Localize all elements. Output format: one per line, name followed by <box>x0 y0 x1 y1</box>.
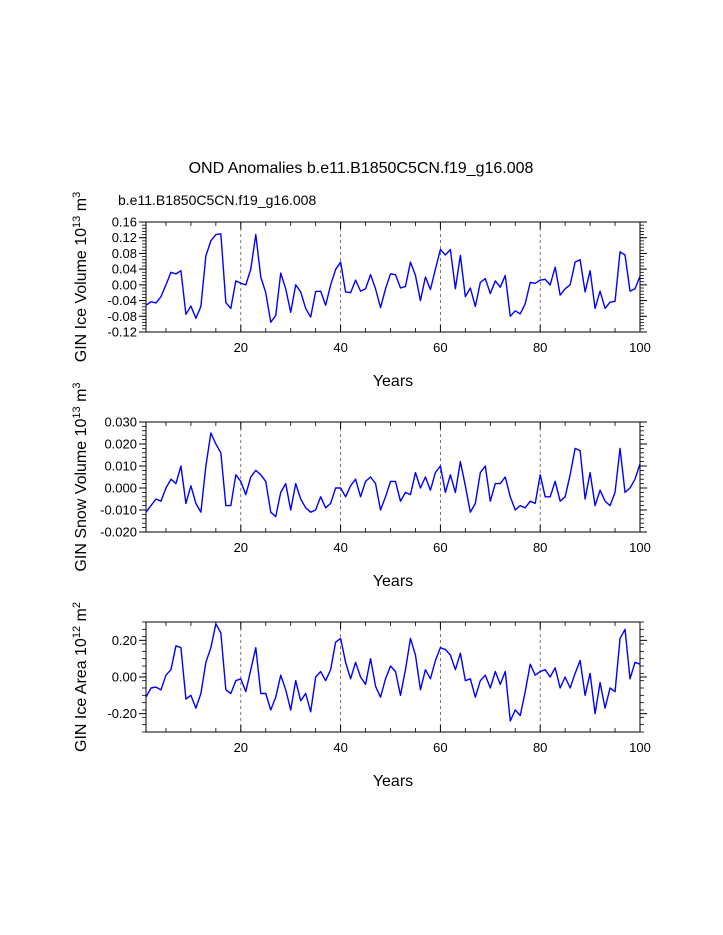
snow-volume-series-line <box>145 432 641 518</box>
ice-volume-ytick-label: 0.00 <box>112 277 137 292</box>
ice-area-ytick-label: 0.20 <box>112 633 137 648</box>
snow-volume-xlabel: Years <box>373 573 413 590</box>
snow-volume-ylabel-ylabel-exp: 13 <box>71 406 83 418</box>
ice-area-xtick-label: 80 <box>533 740 547 755</box>
snow-volume-ylabel: GIN Snow Volume 1013 m3 <box>71 382 90 571</box>
ice-area-ytick-label: -0.20 <box>107 706 137 721</box>
ice-volume-ylabel-ylabel-main: GIN Ice Volume 10 <box>73 228 90 362</box>
ice-volume-ylabel-ylabel-unit-exp: 3 <box>71 192 83 198</box>
snow-volume-ytick-label: 0.030 <box>104 415 137 430</box>
ice-volume-series-line <box>145 233 641 323</box>
ice-volume-xtick-label: 20 <box>234 340 248 355</box>
snow-volume-ytick-label: 0.020 <box>104 437 137 452</box>
ice-area-ylabel-ylabel-main: GIN Ice Area 10 <box>73 638 90 752</box>
snow-volume-xtick-label: 60 <box>433 540 447 555</box>
ice-area-xtick-label: 20 <box>234 740 248 755</box>
snow-volume-ytick-label: -0.010 <box>100 503 137 518</box>
snow-volume-ylabel-ylabel-unit: m <box>73 389 90 407</box>
ice-area-ylabel-ylabel-unit-exp: 2 <box>71 602 83 608</box>
ice-volume-xtick-label: 40 <box>333 340 347 355</box>
snow-volume-ytick-label: 0.000 <box>104 481 137 496</box>
snow-volume-ylabel-ylabel-main: GIN Snow Volume 10 <box>73 418 90 571</box>
snow-volume-xtick-label: 40 <box>333 540 347 555</box>
ice-volume-ytick-label: 0.08 <box>112 246 137 261</box>
panel-ice-area: 20 40 60 80 100 -0.20 0.00 0.20 Years GIN Ice Are… <box>71 602 651 790</box>
ice-volume-plot-frame <box>145 221 641 333</box>
ice-area-ylabel-ylabel-unit: m <box>73 608 90 626</box>
snow-volume-xtick-label: 100 <box>629 540 651 555</box>
snow-volume-xtick-label: 20 <box>234 540 248 555</box>
ice-area-xlabel: Years <box>373 773 413 790</box>
ice-volume-ylabel-ylabel-exp: 13 <box>71 216 83 228</box>
ice-area-ylabel-ylabel-exp: 12 <box>71 626 83 638</box>
ice-area-ytick-label: 0.00 <box>112 670 137 685</box>
ice-area-xtick-label: 40 <box>333 740 347 755</box>
ice-area-ylabel: GIN Ice Area 1012 m2 <box>71 602 90 752</box>
ice-area-xtick-label: 60 <box>433 740 447 755</box>
ice-volume-xtick-label: 100 <box>629 340 651 355</box>
ice-volume-xtick-label: 80 <box>533 340 547 355</box>
figure-title: OND Anomalies b.e11.B1850C5CN.f19_g16.00… <box>189 160 534 177</box>
ice-volume-ytick-label: 0.16 <box>112 215 137 230</box>
ice-area-xtick-label: 100 <box>629 740 651 755</box>
snow-volume-ytick-label: 0.010 <box>104 459 137 474</box>
panel-ice-volume: 20 40 60 80 100-0.12-0.08-0.040.000.040.080.… <box>71 192 651 390</box>
ice-volume-xlabel: Years <box>373 373 413 390</box>
snow-volume-ylabel-ylabel-unit-exp: 3 <box>71 382 83 388</box>
ice-volume-ytick-label: 0.12 <box>112 230 137 245</box>
panel-snow-volume: 20 40 60 80 100 -0.020 -0.010 0.000 0.010 0.020 0.… <box>71 382 651 590</box>
ice-volume-ytick-label: -0.08 <box>107 309 137 324</box>
ice-volume-ylabel-ylabel-unit: m <box>73 198 90 216</box>
ice-area-series-line <box>145 623 641 722</box>
ice-volume-ylabel: GIN Ice Volume 1013 m3 <box>71 192 90 362</box>
ice-volume-xtick-label: 60 <box>433 340 447 355</box>
ice-volume-ytick-label: -0.04 <box>107 293 137 308</box>
snow-volume-xtick-label: 80 <box>533 540 547 555</box>
snow-volume-ytick-label: -0.020 <box>100 525 137 540</box>
ice-volume-ytick-label: 0.04 <box>112 262 137 277</box>
snow-volume-plot-frame <box>145 421 641 533</box>
case-label: b.e11.B1850C5CN.f19_g16.008 <box>118 192 316 208</box>
ice-volume-ytick-label: -0.12 <box>107 325 137 340</box>
